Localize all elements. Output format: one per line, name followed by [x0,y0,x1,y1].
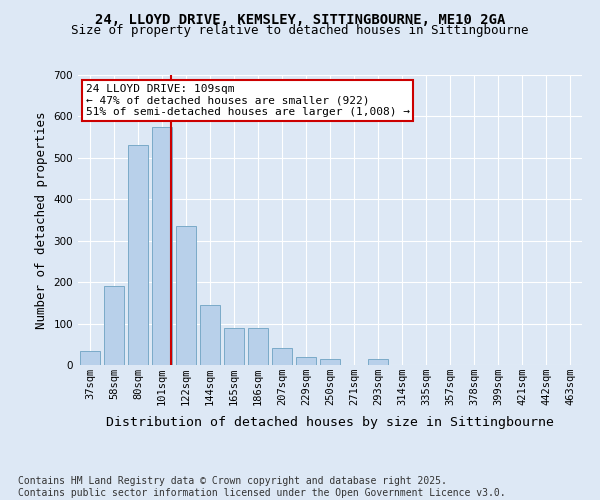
Bar [176,226,196,365]
Bar [104,286,124,365]
Text: Contains HM Land Registry data © Crown copyright and database right 2025.
Contai: Contains HM Land Registry data © Crown c… [18,476,506,498]
Bar [200,305,220,365]
Bar [296,356,316,365]
Bar [320,359,340,365]
Text: 24 LLOYD DRIVE: 109sqm
← 47% of detached houses are smaller (922)
51% of semi-de: 24 LLOYD DRIVE: 109sqm ← 47% of detached… [86,84,410,117]
Bar [272,348,292,365]
Bar [248,328,268,365]
Text: Distribution of detached houses by size in Sittingbourne: Distribution of detached houses by size … [106,416,554,429]
Bar [152,127,172,365]
Bar [368,359,388,365]
Text: 24, LLOYD DRIVE, KEMSLEY, SITTINGBOURNE, ME10 2GA: 24, LLOYD DRIVE, KEMSLEY, SITTINGBOURNE,… [95,12,505,26]
Bar [128,146,148,365]
Bar [224,328,244,365]
Bar [80,350,100,365]
Text: Size of property relative to detached houses in Sittingbourne: Size of property relative to detached ho… [71,24,529,37]
Y-axis label: Number of detached properties: Number of detached properties [35,112,48,329]
